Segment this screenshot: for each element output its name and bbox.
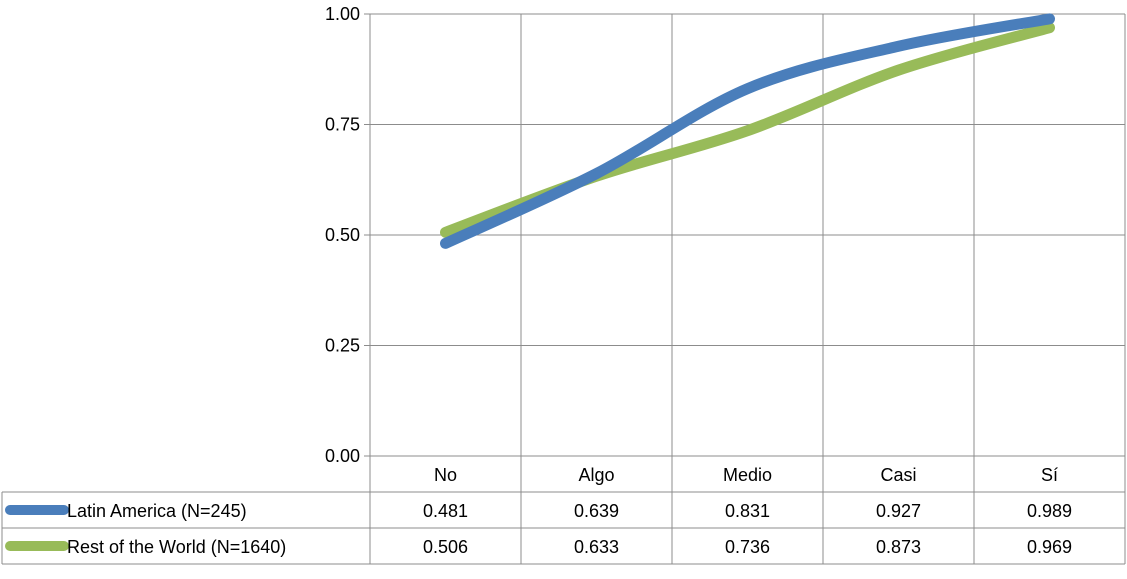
series-line-0 — [440, 13, 1055, 249]
table-value-cell: 0.506 — [423, 537, 468, 557]
series-name-label: Latin America (N=245) — [67, 501, 247, 521]
y-tick-label: 0.75 — [325, 115, 360, 135]
series-name-label: Rest of the World (N=1640) — [67, 537, 286, 557]
x-category-label: Sí — [1041, 465, 1058, 485]
x-category-label: Algo — [578, 465, 614, 485]
y-tick-label: 0.50 — [325, 225, 360, 245]
table-value-cell: 0.639 — [574, 501, 619, 521]
x-category-label: No — [434, 465, 457, 485]
y-tick-label: 0.00 — [325, 446, 360, 466]
table-value-cell: 0.831 — [725, 501, 770, 521]
table-value-cell: 0.989 — [1027, 501, 1072, 521]
x-category-label: Medio — [723, 465, 772, 485]
x-category-label: Casi — [880, 465, 916, 485]
table-value-cell: 0.481 — [423, 501, 468, 521]
series-lines — [440, 13, 1055, 249]
table-value-cell: 0.633 — [574, 537, 619, 557]
table-value-cell: 0.736 — [725, 537, 770, 557]
y-axis-tick-labels: 0.00 0.25 0.50 0.75 1.00 — [325, 4, 360, 466]
data-table: No Algo Medio Casi Sí Latin America (N=245) 0.… — [1, 465, 1125, 565]
table-value-cell: 0.927 — [876, 501, 921, 521]
table-value-cell: 0.873 — [876, 537, 921, 557]
table-value-cell: 0.969 — [1027, 537, 1072, 557]
y-tick-label: 0.25 — [325, 336, 360, 356]
plot-grid — [364, 13, 1126, 564]
y-tick-label: 1.00 — [325, 4, 360, 24]
